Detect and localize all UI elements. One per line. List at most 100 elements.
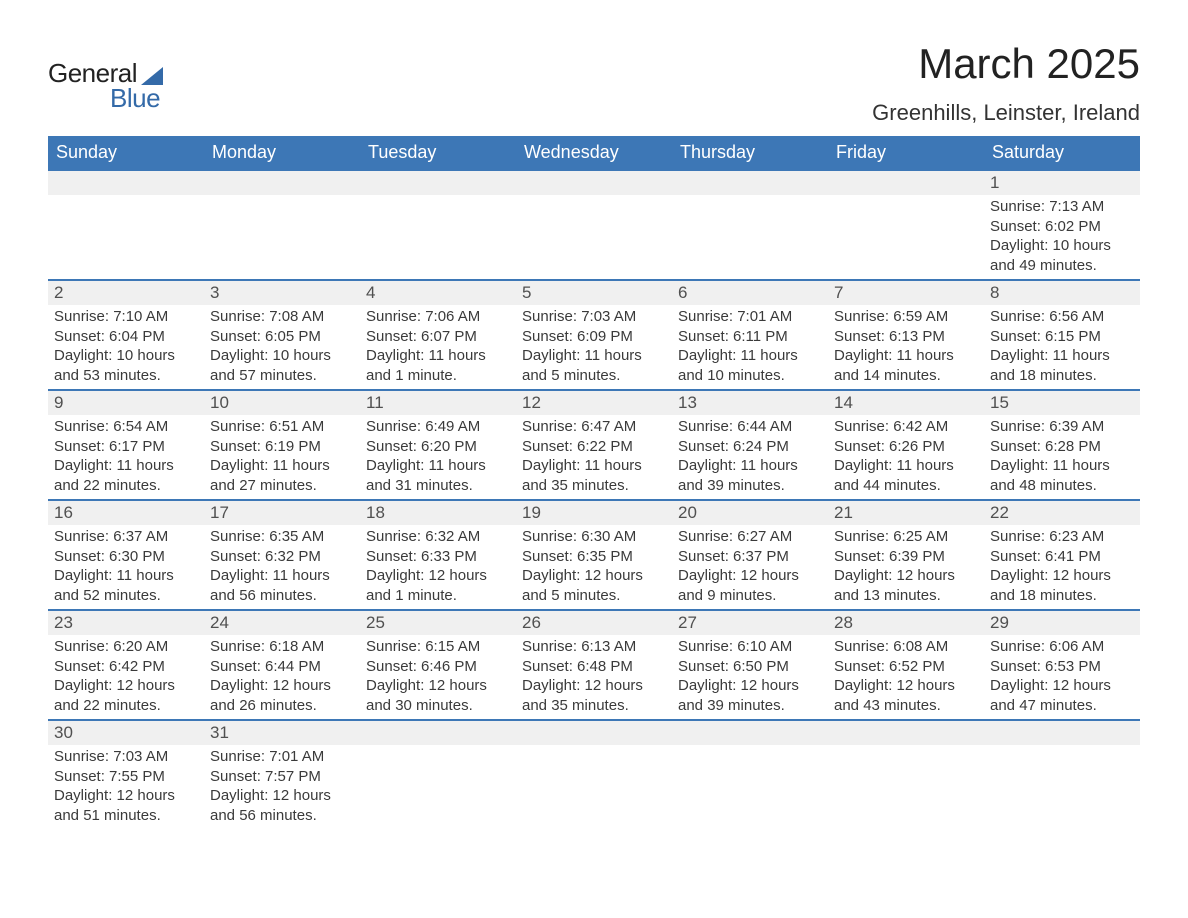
week-content-row: Sunrise: 7:13 AMSunset: 6:02 PMDaylight:… bbox=[48, 195, 1140, 279]
day-line: Sunset: 6:53 PM bbox=[990, 657, 1134, 677]
day-number bbox=[360, 721, 516, 745]
day-header: Saturday bbox=[984, 136, 1140, 169]
day-number: 25 bbox=[360, 611, 516, 635]
day-line: Sunset: 7:55 PM bbox=[54, 767, 198, 787]
day-number: 15 bbox=[984, 391, 1140, 415]
day-content bbox=[828, 745, 984, 829]
day-number: 9 bbox=[48, 391, 204, 415]
day-content: Sunrise: 6:37 AMSunset: 6:30 PMDaylight:… bbox=[48, 525, 204, 609]
day-line: Sunset: 7:57 PM bbox=[210, 767, 354, 787]
day-line: Sunset: 6:44 PM bbox=[210, 657, 354, 677]
day-content: Sunrise: 6:56 AMSunset: 6:15 PMDaylight:… bbox=[984, 305, 1140, 389]
day-line: Sunset: 6:35 PM bbox=[522, 547, 666, 567]
day-content: Sunrise: 6:35 AMSunset: 6:32 PMDaylight:… bbox=[204, 525, 360, 609]
day-line: Daylight: 11 hours and 10 minutes. bbox=[678, 346, 822, 385]
day-line: Daylight: 11 hours and 1 minute. bbox=[366, 346, 510, 385]
day-line: Sunrise: 6:20 AM bbox=[54, 637, 198, 657]
day-content: Sunrise: 6:47 AMSunset: 6:22 PMDaylight:… bbox=[516, 415, 672, 499]
day-content bbox=[828, 195, 984, 279]
day-line: Sunset: 6:28 PM bbox=[990, 437, 1134, 457]
day-line: Sunrise: 6:42 AM bbox=[834, 417, 978, 437]
day-line: Sunset: 6:11 PM bbox=[678, 327, 822, 347]
day-number: 27 bbox=[672, 611, 828, 635]
day-content: Sunrise: 6:25 AMSunset: 6:39 PMDaylight:… bbox=[828, 525, 984, 609]
day-line: Sunrise: 7:13 AM bbox=[990, 197, 1134, 217]
day-number: 30 bbox=[48, 721, 204, 745]
day-number: 5 bbox=[516, 281, 672, 305]
day-number: 7 bbox=[828, 281, 984, 305]
day-line: Daylight: 10 hours and 57 minutes. bbox=[210, 346, 354, 385]
day-number bbox=[516, 721, 672, 745]
day-line: Daylight: 12 hours and 51 minutes. bbox=[54, 786, 198, 825]
day-content: Sunrise: 6:15 AMSunset: 6:46 PMDaylight:… bbox=[360, 635, 516, 719]
day-line: Daylight: 11 hours and 56 minutes. bbox=[210, 566, 354, 605]
day-line: Sunset: 6:32 PM bbox=[210, 547, 354, 567]
day-number bbox=[204, 171, 360, 195]
week-content-row: Sunrise: 6:20 AMSunset: 6:42 PM Daylight:… bbox=[48, 635, 1140, 719]
day-content: Sunrise: 7:03 AMSunset: 7:55 PMDaylight:… bbox=[48, 745, 204, 829]
day-line: Sunset: 6:42 PM bbox=[54, 657, 198, 677]
day-line: Sunset: 6:22 PM bbox=[522, 437, 666, 457]
day-line: Sunset: 6:33 PM bbox=[366, 547, 510, 567]
day-content: Sunrise: 6:42 AMSunset: 6:26 PMDaylight:… bbox=[828, 415, 984, 499]
day-line: Sunrise: 6:23 AM bbox=[990, 527, 1134, 547]
day-line: Sunset: 6:02 PM bbox=[990, 217, 1134, 237]
day-number bbox=[672, 721, 828, 745]
week-daynum-row: 1 bbox=[48, 169, 1140, 195]
day-content: Sunrise: 7:10 AMSunset: 6:04 PMDaylight:… bbox=[48, 305, 204, 389]
day-line: Daylight: 12 hours and 9 minutes. bbox=[678, 566, 822, 605]
day-line: Sunrise: 6:10 AM bbox=[678, 637, 822, 657]
week-daynum-row: 16171819202122 bbox=[48, 499, 1140, 525]
day-line: Sunrise: 6:37 AM bbox=[54, 527, 198, 547]
header: General Blue March 2025 Greenhills, Lein… bbox=[48, 40, 1140, 126]
day-number: 28 bbox=[828, 611, 984, 635]
day-line: Sunrise: 6:13 AM bbox=[522, 637, 666, 657]
day-content: Sunrise: 6:23 AMSunset: 6:41 PMDaylight:… bbox=[984, 525, 1140, 609]
day-content: Sunrise: 6:20 AMSunset: 6:42 PMDaylight:… bbox=[48, 635, 204, 719]
day-number bbox=[828, 721, 984, 745]
day-content: Sunrise: 6:32 AMSunset: 6:33 PMDaylight:… bbox=[360, 525, 516, 609]
day-line: Sunrise: 6:15 AM bbox=[366, 637, 510, 657]
day-number: 26 bbox=[516, 611, 672, 635]
day-content: Sunrise: 6:54 AMSunset: 6:17 PMDaylight:… bbox=[48, 415, 204, 499]
day-line: Sunrise: 6:30 AM bbox=[522, 527, 666, 547]
day-number: 19 bbox=[516, 501, 672, 525]
day-line: Sunrise: 7:08 AM bbox=[210, 307, 354, 327]
day-line: Daylight: 11 hours and 39 minutes. bbox=[678, 456, 822, 495]
day-line: Sunset: 6:30 PM bbox=[54, 547, 198, 567]
day-line: Sunrise: 7:10 AM bbox=[54, 307, 198, 327]
day-line: Daylight: 10 hours and 53 minutes. bbox=[54, 346, 198, 385]
day-line: Sunset: 6:20 PM bbox=[366, 437, 510, 457]
day-line: Daylight: 12 hours and 26 minutes. bbox=[210, 676, 354, 715]
week-daynum-row: 2345678 bbox=[48, 279, 1140, 305]
day-line: Daylight: 11 hours and 22 minutes. bbox=[54, 456, 198, 495]
day-content: Sunrise: 6:30 AMSunset: 6:35 PMDaylight:… bbox=[516, 525, 672, 609]
day-content bbox=[360, 195, 516, 279]
day-content bbox=[984, 745, 1140, 829]
day-number: 4 bbox=[360, 281, 516, 305]
day-number bbox=[672, 171, 828, 195]
day-line: Sunrise: 6:35 AM bbox=[210, 527, 354, 547]
day-line: Sunset: 6:39 PM bbox=[834, 547, 978, 567]
day-line: Sunrise: 6:08 AM bbox=[834, 637, 978, 657]
calendar-header-row: SundayMondayTuesdayWednesdayThursdayFrid… bbox=[48, 136, 1140, 169]
day-content: Sunrise: 7:08 AMSunset: 6:05 PMDaylight:… bbox=[204, 305, 360, 389]
day-line: Sunset: 6:41 PM bbox=[990, 547, 1134, 567]
day-line: Daylight: 12 hours and 1 minute. bbox=[366, 566, 510, 605]
day-line: Sunset: 6:05 PM bbox=[210, 327, 354, 347]
day-content bbox=[672, 195, 828, 279]
day-line: Sunset: 6:17 PM bbox=[54, 437, 198, 457]
day-line: Sunrise: 6:51 AM bbox=[210, 417, 354, 437]
day-header: Sunday bbox=[48, 136, 204, 169]
day-content: Sunrise: 6:08 AMSunset: 6:52 PMDaylight:… bbox=[828, 635, 984, 719]
day-line: Daylight: 12 hours and 30 minutes. bbox=[366, 676, 510, 715]
day-number: 24 bbox=[204, 611, 360, 635]
day-line: Sunrise: 6:39 AM bbox=[990, 417, 1134, 437]
day-header: Thursday bbox=[672, 136, 828, 169]
location: Greenhills, Leinster, Ireland bbox=[872, 100, 1140, 126]
day-line: Daylight: 12 hours and 56 minutes. bbox=[210, 786, 354, 825]
day-content: Sunrise: 6:10 AMSunset: 6:50 PMDaylight:… bbox=[672, 635, 828, 719]
day-line: Sunset: 6:52 PM bbox=[834, 657, 978, 677]
day-number: 31 bbox=[204, 721, 360, 745]
day-header: Tuesday bbox=[360, 136, 516, 169]
